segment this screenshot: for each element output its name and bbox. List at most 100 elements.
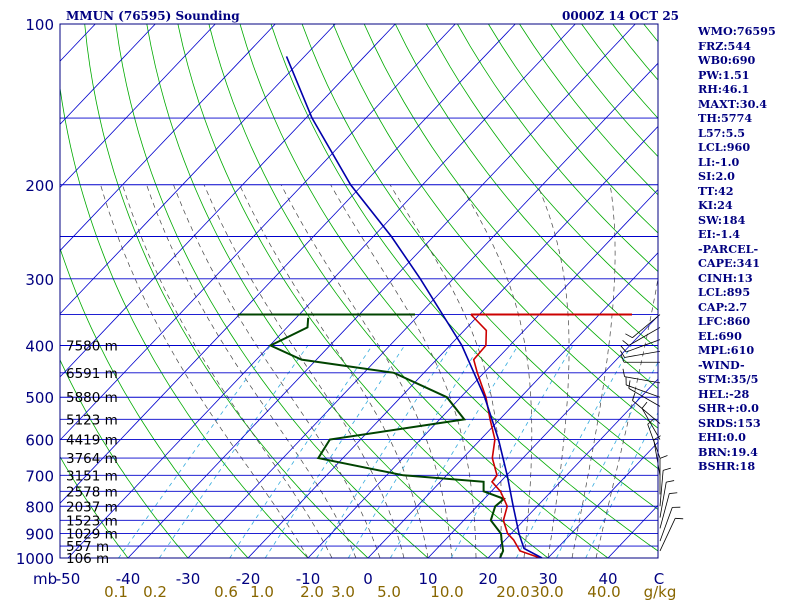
isotherm-line [127, 24, 636, 558]
temperature-tick-label: -10 [296, 570, 321, 588]
wind-barb-feather [666, 480, 675, 483]
moist-adiabat-line [100, 184, 309, 558]
pressure-tick-label: 600 [25, 432, 54, 450]
wind-barb-feather [669, 492, 678, 494]
wind-barb-staff [653, 439, 661, 476]
temperature-tick-label: 20 [478, 570, 497, 588]
dry-adiabat-line [177, 24, 549, 558]
index-row: STM:35/5 [698, 372, 759, 386]
wind-barb-feather [622, 340, 630, 346]
index-row: -WIND- [698, 357, 745, 372]
index-row: -PARCEL- [698, 241, 759, 256]
mixing-ratio-tick-label: 0.2 [143, 583, 167, 600]
wind-barb-staff [659, 518, 676, 552]
pressure-tick-label: 900 [25, 526, 54, 544]
pressure-tick-label: 200 [25, 177, 54, 195]
index-row: RH:46.1 [698, 82, 750, 96]
index-row: KI:24 [698, 198, 733, 212]
wind-barb-feather [647, 418, 654, 425]
isotherm-line [60, 24, 516, 504]
index-row: CINH:13 [698, 270, 753, 285]
index-row: EI:-1.4 [698, 227, 740, 241]
wind-barb-staff [632, 314, 661, 338]
wind-barb-staff [624, 376, 661, 384]
parcel-trace [285, 56, 543, 558]
index-row: SRDS:153 [698, 415, 761, 430]
isotherms [60, 24, 658, 558]
moist-adiabat-line [146, 184, 357, 558]
dry-adiabats [60, 24, 658, 558]
temperature-tick-label: -30 [176, 570, 201, 588]
wind-barb-staff [624, 350, 661, 358]
index-row: WMO:76595 [698, 24, 776, 38]
height-label: 2037 m [66, 499, 118, 515]
index-row: TH:5774 [698, 111, 753, 125]
mixing-ratio-line [347, 345, 481, 558]
isotherm-line [427, 315, 658, 558]
index-row: CAPE:341 [698, 256, 761, 270]
pressure-tick-label: 800 [25, 498, 54, 516]
mixing-ratio-tick-label: 3.0 [331, 583, 355, 600]
temperature-tick-label: 40 [598, 570, 617, 588]
height-label: 5880 m [66, 390, 118, 406]
height-label: 1523 m [66, 513, 118, 529]
temperature-line [470, 313, 541, 558]
dry-adiabat-line [270, 24, 658, 510]
pressure-axis-labels: 100 200 300 400 500 600 700 800 900 1000 [16, 16, 54, 568]
moist-adiabat-line [173, 184, 381, 558]
mixing-ratio-tick-label: 20.0 [496, 583, 529, 600]
moist-adiabat-line [330, 184, 477, 558]
isotherm-line [247, 125, 658, 558]
mixing-ratio-tick-label: 40.0 [587, 583, 620, 600]
mixing-ratio-tick-label: 0.6 [214, 583, 238, 600]
plot-frame [59, 23, 659, 559]
wind-barb-feather [653, 435, 661, 441]
moist-adiabat-line [595, 276, 658, 558]
wind-barb-feather [622, 368, 625, 377]
height-label: 5123 m [66, 412, 118, 428]
wind-barb-feather [620, 350, 625, 358]
temperature-trace [470, 313, 632, 558]
height-label: 3764 m [66, 451, 118, 467]
index-row: PW:1.51 [698, 67, 750, 82]
index-row: MPL:610 [698, 343, 755, 357]
dry-adiabat-line [60, 358, 189, 558]
wind-barb-staff [628, 387, 661, 407]
wind-barb-staff [659, 507, 673, 542]
dry-adiabat-line [60, 247, 249, 558]
height-label: 557 m [66, 539, 109, 555]
height-label: 2578 m [66, 484, 118, 500]
pressure-tick-label: 500 [25, 389, 54, 407]
wind-barb-feather [663, 467, 671, 471]
dry-adiabat-line [301, 24, 658, 470]
wind-barb-feather [659, 455, 668, 459]
mixing-ratio-unit-label: g/kg [644, 583, 677, 600]
temperature-tick-label: -40 [116, 570, 141, 588]
isotherm-line [60, 24, 456, 441]
moist-adiabat-line [571, 184, 616, 558]
moist-adiabat-line [122, 184, 333, 558]
wind-barb-staff [628, 327, 661, 346]
index-row: LCL:960 [698, 140, 751, 154]
mixing-ratio-tick-label: 1.0 [250, 583, 274, 600]
wind-barb-staff [632, 400, 661, 424]
temperature-unit-label: C [654, 570, 664, 588]
wind-barb-feather [641, 401, 648, 409]
mixing-ratio-line [515, 345, 632, 558]
pressure-tick-label: 300 [25, 271, 54, 289]
station-title: MMUN (76595) Sounding [66, 9, 240, 23]
isotherm-line [60, 24, 156, 125]
dry-adiabat-line [115, 24, 429, 558]
dry-adiabat-line [239, 24, 658, 552]
mixing-ratio-tick-label: 5.0 [377, 583, 401, 600]
wind-barb-feather [628, 380, 631, 389]
parcel-line [285, 56, 543, 558]
index-row: EL:690 [698, 328, 742, 343]
index-row: TT:42 [698, 183, 734, 198]
pressure-tick-label: 1000 [16, 550, 54, 568]
height-label: 6591 m [66, 366, 118, 382]
sounding-time: 0000Z 14 OCT 25 [562, 9, 680, 23]
isotherm-line [547, 441, 658, 558]
mixing-ratio-tick-label: 10.0 [430, 583, 463, 600]
dry-adiabat-line [425, 24, 658, 311]
